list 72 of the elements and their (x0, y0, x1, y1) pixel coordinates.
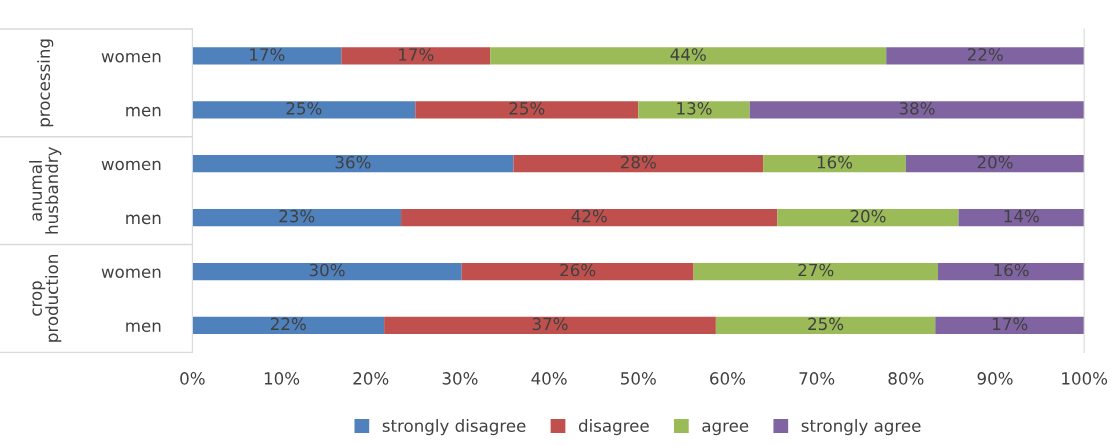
bar (192, 101, 416, 119)
x-tick-label: 100% (1062, 372, 1108, 385)
data-label: 42% (571, 209, 607, 223)
x-tick-label: 60% (710, 372, 746, 385)
x-tick-label: 20% (353, 372, 389, 385)
data-label: 20% (850, 209, 886, 223)
data-label: 26% (560, 263, 596, 277)
data-label: 13% (677, 102, 712, 115)
bar (777, 208, 959, 227)
data-label: 16% (994, 263, 1029, 277)
bar (937, 262, 1085, 281)
bar (905, 155, 1085, 173)
x-tick-label: 70% (799, 372, 835, 385)
x-tick-label: 0% (180, 372, 205, 385)
x-tick-label: 30% (442, 372, 478, 385)
legend-label: strongly disagree (382, 419, 526, 436)
data-label: 25% (509, 102, 545, 115)
bar (638, 101, 750, 119)
bar (384, 316, 716, 335)
bar (935, 316, 1085, 335)
bar (715, 316, 936, 335)
x-tick-label: 90% (977, 372, 1013, 385)
text: crop production (32, 255, 62, 342)
data-label: 17% (993, 317, 1028, 331)
data-label: 25% (808, 317, 844, 331)
data-label: 22% (967, 48, 1003, 61)
bar (192, 47, 342, 65)
bar (763, 155, 906, 173)
text: processing (37, 39, 54, 127)
data-label: 28% (620, 155, 656, 169)
y-tick-label: men (126, 322, 161, 332)
data-label: 30% (309, 263, 345, 277)
data-label: 37% (532, 317, 568, 331)
data-label: 14% (1004, 209, 1039, 223)
data-label: 20% (977, 155, 1013, 169)
x-tick-label: 10% (264, 372, 300, 385)
data-label: 17% (250, 48, 285, 61)
bar (886, 47, 1085, 65)
bar (415, 101, 639, 119)
bar (461, 262, 694, 281)
text: anumal husbandry (29, 146, 62, 234)
data-label: 25% (286, 102, 322, 115)
bar (192, 262, 462, 281)
data-label: 27% (798, 263, 834, 277)
x-tick-label: 40% (531, 372, 567, 385)
bar (490, 47, 887, 65)
x-tick-label: 50% (621, 372, 656, 385)
bar (749, 101, 1085, 119)
y-tick-label: men (126, 106, 161, 117)
bar (192, 155, 514, 173)
y-tick-label: women (101, 268, 161, 279)
bar (513, 155, 764, 173)
legend-label: disagree (578, 419, 649, 436)
bar (192, 316, 385, 335)
data-label: 36% (335, 155, 371, 169)
x-tick-label: 80% (888, 372, 924, 385)
data-label: 22% (270, 317, 306, 331)
bar (958, 208, 1085, 227)
legend-label: agree (702, 422, 749, 436)
bar (401, 208, 778, 227)
legend-label: strongly agree (801, 419, 921, 436)
data-label: 16% (817, 155, 853, 169)
y-tick-label: women (101, 160, 161, 171)
bar (341, 47, 491, 65)
data-label: 38% (899, 102, 935, 115)
y-tick-label: women (101, 52, 161, 63)
bar (192, 208, 402, 227)
data-label: 23% (279, 209, 315, 223)
bar (693, 262, 938, 281)
data-label: 17% (399, 48, 434, 61)
data-label: 44% (670, 48, 706, 61)
y-tick-label: men (126, 214, 161, 225)
